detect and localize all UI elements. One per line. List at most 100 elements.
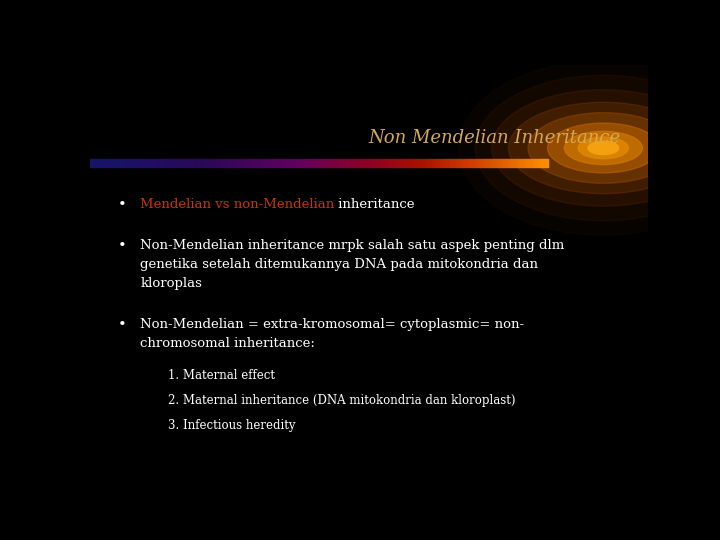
Bar (248, 159, 250, 167)
Ellipse shape (475, 75, 720, 221)
Bar (338, 159, 340, 167)
Bar (110, 159, 112, 167)
Bar (534, 159, 536, 167)
Bar (320, 159, 322, 167)
Bar (276, 159, 278, 167)
Bar (421, 159, 423, 167)
Ellipse shape (508, 102, 698, 194)
Bar (517, 159, 518, 167)
Bar (409, 159, 410, 167)
Bar (273, 159, 274, 167)
Bar (484, 159, 485, 167)
Ellipse shape (548, 123, 660, 173)
Bar (502, 159, 503, 167)
Bar (539, 159, 540, 167)
Bar (255, 159, 256, 167)
Bar (304, 159, 305, 167)
Bar (371, 159, 372, 167)
Bar (290, 159, 292, 167)
Bar (267, 159, 269, 167)
Bar (342, 159, 343, 167)
Bar (292, 159, 293, 167)
Bar (528, 159, 529, 167)
Bar (191, 159, 192, 167)
Bar (459, 159, 461, 167)
Bar (174, 159, 176, 167)
Bar (266, 159, 267, 167)
Bar (93, 159, 94, 167)
Bar (345, 159, 346, 167)
Bar (99, 159, 101, 167)
Bar (436, 159, 438, 167)
Ellipse shape (528, 113, 679, 183)
Bar (354, 159, 356, 167)
Bar (143, 159, 145, 167)
Bar (124, 159, 125, 167)
Bar (366, 159, 368, 167)
Bar (456, 159, 458, 167)
Text: inheritance: inheritance (335, 198, 415, 211)
Bar (169, 159, 171, 167)
Bar (131, 159, 132, 167)
Bar (333, 159, 334, 167)
Bar (368, 159, 369, 167)
Bar (449, 159, 450, 167)
Bar (278, 159, 279, 167)
Bar (204, 159, 206, 167)
Bar (127, 159, 128, 167)
Bar (202, 159, 203, 167)
Text: Non Mendelian Inheritance: Non Mendelian Inheritance (368, 129, 620, 146)
Bar (250, 159, 252, 167)
Bar (269, 159, 270, 167)
Bar (513, 159, 514, 167)
Bar (439, 159, 441, 167)
Bar (217, 159, 218, 167)
Bar (229, 159, 230, 167)
Bar (117, 159, 119, 167)
Bar (518, 159, 520, 167)
Bar (300, 159, 302, 167)
Bar (310, 159, 311, 167)
Bar (351, 159, 352, 167)
Bar (442, 159, 444, 167)
Bar (264, 159, 266, 167)
Bar (337, 159, 338, 167)
Bar (453, 159, 454, 167)
Bar (494, 159, 495, 167)
Bar (299, 159, 300, 167)
Bar (492, 159, 494, 167)
Bar (394, 159, 395, 167)
Bar (98, 159, 99, 167)
Bar (293, 159, 294, 167)
Bar (258, 159, 259, 167)
Bar (438, 159, 439, 167)
Bar (480, 159, 482, 167)
Bar (96, 159, 98, 167)
Bar (328, 159, 330, 167)
Bar (271, 159, 273, 167)
Bar (179, 159, 180, 167)
Bar (529, 159, 531, 167)
Bar (423, 159, 424, 167)
Bar (314, 159, 316, 167)
Bar (412, 159, 413, 167)
Bar (392, 159, 394, 167)
Bar (132, 159, 134, 167)
Text: •: • (118, 319, 127, 333)
Bar (146, 159, 148, 167)
Bar (189, 159, 191, 167)
Bar (446, 159, 447, 167)
Bar (288, 159, 290, 167)
Bar (467, 159, 468, 167)
Bar (474, 159, 476, 167)
Bar (214, 159, 215, 167)
Text: Non-Mendelian = extra-kromosomal= cytoplasmic= non-
chromosomal inheritance:: Non-Mendelian = extra-kromosomal= cytopl… (140, 319, 524, 350)
Bar (307, 159, 308, 167)
Bar (160, 159, 162, 167)
Bar (119, 159, 120, 167)
Bar (432, 159, 433, 167)
Bar (387, 159, 389, 167)
Bar (180, 159, 181, 167)
Bar (461, 159, 462, 167)
Bar (140, 159, 142, 167)
